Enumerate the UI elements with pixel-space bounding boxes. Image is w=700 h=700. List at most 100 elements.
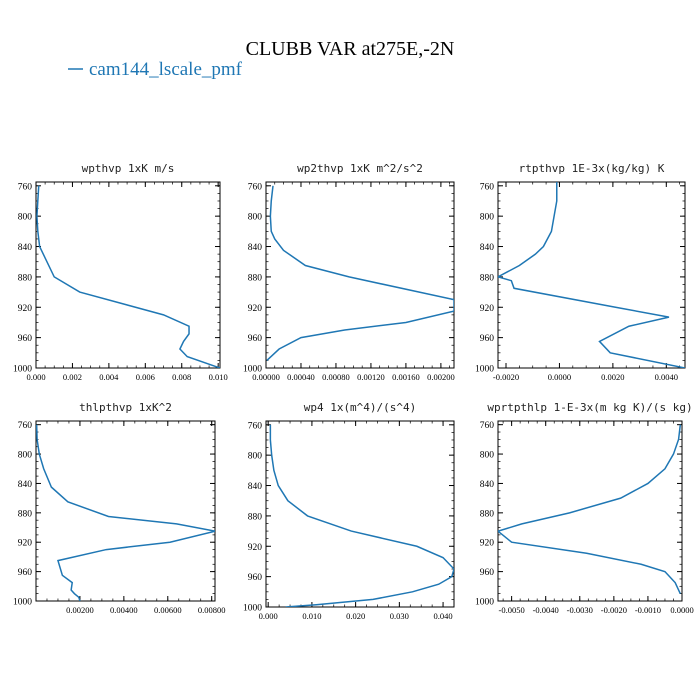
y-tick-label: 880 [18, 273, 33, 283]
series-line [36, 185, 220, 368]
y-tick-label: 840 [480, 243, 495, 253]
figure-title: CLUBB VAR at275E,-2N [246, 38, 455, 60]
y-tick-label: 1000 [13, 598, 32, 608]
x-tick-label: 0.010 [209, 372, 228, 382]
panel-5: wp4 1x(m^4)/(s^4)76080084088092096010000… [243, 401, 455, 621]
y-tick-label: 800 [480, 451, 495, 461]
y-tick-label: 760 [480, 182, 495, 192]
series-line [36, 424, 215, 601]
y-tick-label: 1000 [475, 365, 494, 375]
x-tick-label: 0.00160 [392, 372, 420, 382]
x-tick-label: -0.0030 [567, 605, 593, 615]
x-tick-label: 0.00080 [322, 372, 350, 382]
x-tick-label: 0.030 [390, 611, 409, 621]
x-tick-label: 0.00040 [287, 372, 315, 382]
plot-frame [497, 420, 683, 602]
y-tick-label: 920 [248, 304, 263, 314]
panel-title: wp4 1x(m^4)/(s^4) [304, 401, 417, 414]
y-tick-label: 800 [18, 451, 33, 461]
y-tick-label: 840 [480, 480, 495, 490]
y-tick-label: 880 [480, 273, 495, 283]
x-tick-label: -0.0040 [533, 605, 559, 615]
x-tick-label: 0.00200 [66, 605, 94, 615]
plot-frame [497, 181, 686, 369]
y-tick-label: 800 [248, 452, 263, 462]
panel-6: wprtpthlp 1-E-3x(m kg K)/(s kg) 760 800 840… [475, 401, 694, 615]
panels-group: wpthvp 1xK m/s76080084088092096010000.00… [13, 162, 694, 621]
x-tick-label: 0.0000 [548, 372, 571, 382]
y-tick-label: 920 [18, 539, 33, 549]
y-tick-label: 960 [18, 568, 33, 578]
y-tick-label: 880 [248, 273, 263, 283]
series-line [266, 185, 454, 361]
y-tick-label: 880 [18, 509, 33, 519]
x-tick-label: 0.00200 [427, 372, 455, 382]
legend-label: cam144_lscale_pmf [89, 59, 243, 80]
plot-frame [35, 420, 216, 602]
x-tick-label: 0.006 [136, 372, 155, 382]
series-line [269, 424, 454, 607]
panel-2: wp2thvp 1xK m^2/s^2 760 800 840 880 920 960 100… [243, 162, 455, 382]
panel-title: wp2thvp 1xK m^2/s^2 [297, 162, 423, 175]
y-tick-label: 1000 [475, 598, 494, 608]
y-tick-label: 960 [18, 334, 33, 344]
y-tick-label: 840 [248, 243, 263, 253]
x-tick-label: 0.0040 [655, 372, 678, 382]
y-tick-label: 760 [480, 421, 495, 431]
x-tick-label: 0.00600 [154, 605, 182, 615]
panel-4: thlpthvp 1xK^2 760 800 840 880 920 960 1000 0.00… [13, 401, 226, 615]
y-tick-label: 1000 [243, 604, 262, 614]
y-tick-label: 800 [480, 213, 495, 223]
panel-1: wpthvp 1xK m/s76080084088092096010000.00… [13, 162, 228, 382]
y-tick-label: 960 [480, 334, 495, 344]
y-tick-label: 920 [480, 304, 495, 314]
x-tick-label: 0.00800 [198, 605, 226, 615]
x-tick-label: 0.004 [99, 372, 119, 382]
series-line [498, 182, 685, 368]
x-tick-label: 0.002 [63, 372, 82, 382]
plot-frame [265, 420, 455, 608]
y-tick-label: 920 [248, 543, 263, 553]
y-tick-label: 760 [248, 421, 263, 431]
x-tick-label: 0.008 [172, 372, 191, 382]
panel-title: wprtpthlp 1-E-3x(m kg K)/(s kg) [487, 401, 692, 414]
panel-title: rtpthvp 1E-3x(kg/kg) K [519, 162, 665, 175]
y-tick-label: 840 [18, 480, 33, 490]
panel-title: wpthvp 1xK m/s [82, 162, 175, 175]
x-tick-label: 0.040 [434, 611, 453, 621]
y-tick-label: 800 [18, 213, 33, 223]
y-tick-label: 960 [480, 568, 495, 578]
plot-frame [35, 181, 221, 369]
y-tick-label: 880 [480, 509, 495, 519]
x-tick-label: 0.000 [259, 611, 278, 621]
y-tick-label: 920 [480, 539, 495, 549]
plot-frame [265, 181, 455, 369]
y-tick-label: 960 [248, 573, 263, 583]
x-tick-label: 0.010 [302, 611, 321, 621]
y-tick-label: 840 [248, 482, 263, 492]
panel-title: thlpthvp 1xK^2 [79, 401, 172, 414]
x-tick-label: 0.000 [26, 372, 45, 382]
y-tick-label: 920 [18, 304, 33, 314]
x-tick-label: 0.020 [346, 611, 365, 621]
y-tick-label: 1000 [13, 365, 32, 375]
x-tick-label: -0.0050 [499, 605, 525, 615]
y-tick-label: 880 [248, 512, 263, 522]
x-tick-label: -0.0010 [635, 605, 661, 615]
x-tick-label: 0.0000 [670, 605, 693, 615]
x-tick-label: 0.00120 [357, 372, 385, 382]
panel-3: rtpthvp 1E-3x(kg/kg) K 760 800 840 880 920 960… [475, 162, 686, 382]
legend: cam144_lscale_pmf [68, 59, 243, 80]
y-tick-label: 760 [248, 182, 263, 192]
y-tick-label: 840 [18, 243, 33, 253]
x-tick-label: 0.00000 [252, 372, 280, 382]
y-tick-label: 960 [248, 334, 263, 344]
x-tick-label: -0.0020 [493, 372, 519, 382]
y-tick-label: 760 [18, 182, 33, 192]
series-line [498, 424, 682, 594]
x-tick-label: -0.0020 [601, 605, 627, 615]
x-tick-label: 0.00400 [110, 605, 138, 615]
y-tick-label: 800 [248, 213, 263, 223]
y-tick-label: 760 [18, 421, 33, 431]
